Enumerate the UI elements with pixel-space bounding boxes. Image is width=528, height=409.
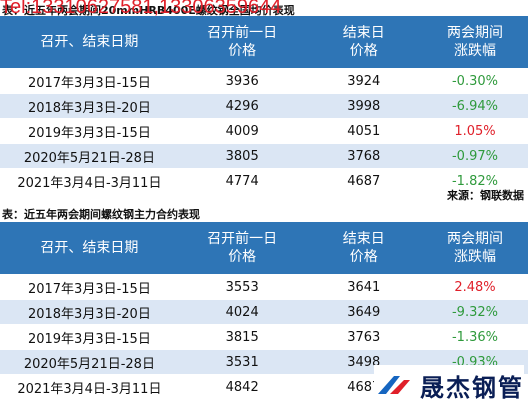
header-cell: 两会期间 涨跌幅 [421, 222, 528, 275]
header-row: 召开、结束日期 召开前一日 价格 结束日 价格 两会期间 涨跌幅 [0, 16, 528, 69]
cell: 3998 [305, 93, 422, 119]
cell: 4051 [305, 118, 422, 144]
cell: 4296 [178, 93, 306, 119]
logo-text: 晟杰钢管 [420, 373, 524, 402]
cell: 2018年3月3日-20日 [0, 299, 179, 325]
watermark: Tel:13310627581,13306359644 [0, 0, 282, 18]
cell: 3649 [305, 299, 422, 325]
cell: 2021年3月4日-3月11日 [0, 168, 179, 193]
header-cell: 召开前一日 价格 [178, 222, 306, 275]
data-row: 2019年3月3日-15日 4009 4051 1.05% [0, 118, 528, 144]
cell: 2019年3月3日-15日 [0, 324, 179, 350]
cell: 2021年3月4日-3月11日 [0, 374, 179, 399]
table-caption: 表：近五年两会期间20mmHRB400E螺纹钢全国均价表现 [2, 4, 295, 17]
cell: 4842 [178, 374, 306, 399]
cell: -0.97% [421, 143, 528, 169]
cell: 2.48% [421, 274, 528, 300]
cell: 2017年3月3日-15日 [0, 274, 179, 300]
table: 召开、结束日期 召开前一日 价格 结束日 价格 两会期间 涨跌幅 2017年3月3日-1… [0, 16, 528, 193]
data-row: 2018年3月3日-20日 4296 3998 -6.94% [0, 93, 528, 119]
data-row: 2017年3月3日-15日 3936 3924 -0.30% [0, 68, 528, 94]
cell: -9.32% [421, 299, 528, 325]
cell: -6.94% [421, 93, 528, 119]
header-cell: 召开前一日 价格 [178, 16, 306, 69]
source-note: 来源：钢联数据 [447, 189, 524, 202]
cell: 2019年3月3日-15日 [0, 118, 179, 144]
logo: 晟杰钢管 [374, 365, 524, 405]
cell: 3553 [178, 274, 306, 300]
cell: 1.05% [421, 118, 528, 144]
data-row: 2020年5月21日-28日 3805 3768 -0.97% [0, 143, 528, 169]
cell: 4774 [178, 168, 306, 193]
cell: -0.30% [421, 68, 528, 94]
cell: -1.82% [421, 168, 528, 193]
cell: 3805 [178, 143, 306, 169]
cell: 2020年5月21日-28日 [0, 349, 179, 375]
cell: 4024 [178, 299, 306, 325]
cell: 4687 [305, 168, 422, 193]
data-row: 2017年3月3日-15日 3553 3641 2.48% [0, 274, 528, 300]
cell: 3936 [178, 68, 306, 94]
cell: 3641 [305, 274, 422, 300]
data-row: 2019年3月3日-15日 3815 3763 -1.36% [0, 324, 528, 350]
header-cell: 召开、结束日期 [0, 16, 179, 69]
header-cell: 结束日 价格 [305, 222, 422, 275]
cell: 3763 [305, 324, 422, 350]
cell: 3768 [305, 143, 422, 169]
cell: -1.36% [421, 324, 528, 350]
logo-icon [378, 376, 410, 394]
header-cell: 召开、结束日期 [0, 222, 179, 275]
cell: 2020年5月21日-28日 [0, 143, 179, 169]
cell: 2018年3月3日-20日 [0, 93, 179, 119]
header-cell: 两会期间 涨跌幅 [421, 16, 528, 69]
header-cell: 结束日 价格 [305, 16, 422, 69]
data-row: 2021年3月4日-3月11日 4774 4687 -1.82% [0, 168, 528, 193]
header-row: 召开、结束日期 召开前一日 价格 结束日 价格 两会期间 涨跌幅 [0, 222, 528, 275]
data-row: 2018年3月3日-20日 4024 3649 -9.32% [0, 299, 528, 325]
cell: 3815 [178, 324, 306, 350]
table-caption: 表：近五年两会期间螺纹钢主力合约表现 [2, 208, 200, 221]
cell: 2017年3月3日-15日 [0, 68, 179, 94]
cell: 4009 [178, 118, 306, 144]
cell: 3924 [305, 68, 422, 94]
cell: 3531 [178, 349, 306, 375]
